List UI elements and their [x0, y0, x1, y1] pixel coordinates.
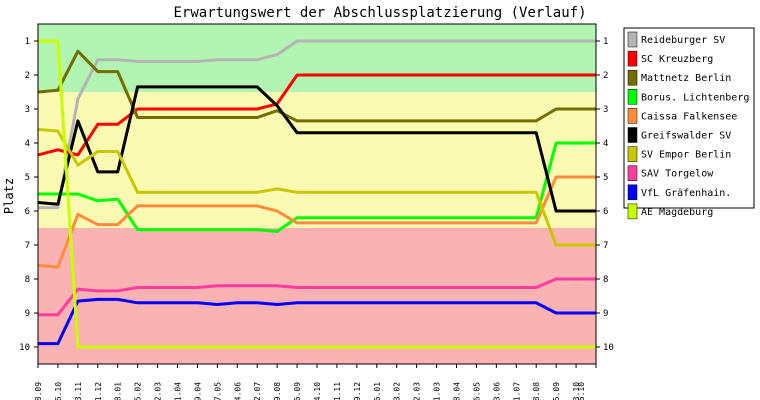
- x-tick-label: 18.08: [532, 382, 541, 400]
- y-tick-label-left: 5: [25, 173, 30, 183]
- legend-swatch: [627, 89, 638, 105]
- y-tick-label-left: 1: [25, 37, 30, 47]
- x-tick-label: 29.04: [193, 382, 202, 400]
- x-tick-label: 06.01: [373, 382, 382, 400]
- series-line-8: [38, 297, 596, 346]
- legend-swatch: [627, 50, 638, 67]
- x-axis: 18.09 16.10 13.11 11.12 08.01 05.02 02.03 01.04…: [34, 364, 597, 400]
- series-lines: [37, 39, 596, 349]
- x-tick-label: 24.06: [233, 382, 242, 400]
- y-tick-label-right: 6: [603, 207, 608, 217]
- y-tick-label-right: 2: [603, 71, 608, 81]
- legend-swatch: [627, 165, 638, 181]
- y-tick-label-right: 3: [603, 105, 608, 115]
- y-tick-label-right: 1: [603, 37, 608, 47]
- y-tick-label-right: 8: [603, 275, 608, 285]
- y-tick-label-left: 9: [25, 309, 30, 319]
- x-tick-label: 08.01: [114, 382, 123, 400]
- x-tick-label: 19.08: [273, 382, 282, 400]
- y-tick-label-right: 10: [603, 343, 614, 353]
- y-axis-title: Platz: [2, 178, 16, 214]
- x-tick-label: 01.04: [174, 382, 183, 400]
- legend-label: AE Magdeburg: [641, 207, 713, 218]
- legend-label: Mattnetz Berlin: [641, 73, 731, 84]
- legend-label: Greifswalder SV: [641, 131, 731, 142]
- legend-swatch: [627, 108, 638, 124]
- series-line-5: [37, 85, 596, 213]
- y-tick-label-left: 7: [25, 241, 30, 251]
- y-tick-label-right: 9: [603, 309, 608, 319]
- legend-swatch: [627, 31, 638, 48]
- legend-label: Caissa Falkensee: [641, 111, 737, 122]
- legend-swatch: [627, 203, 638, 220]
- legend-swatch: [627, 184, 638, 201]
- y-tick-label-right: 4: [603, 139, 608, 149]
- legend-label: SC Kreuzberg: [641, 54, 713, 65]
- y-tick-label-left: 3: [25, 105, 30, 115]
- x-tick-label: 02.03: [154, 382, 163, 400]
- legend-label: VfL Gräfenhain.: [641, 188, 731, 199]
- x-tick-label: 13.10: [572, 382, 581, 400]
- band-2: [38, 228, 596, 364]
- series-line-9: [38, 39, 596, 349]
- x-tick-label: 21.07: [512, 382, 521, 400]
- y-tick-label-left: 8: [25, 275, 30, 285]
- x-tick-label: 27.05: [213, 382, 222, 400]
- legend-swatch: [627, 127, 638, 143]
- chart-title: Erwartungswert der Abschlussplatzierung …: [173, 5, 586, 21]
- x-tick-label: 13.11: [74, 382, 83, 400]
- series-line-6: [37, 127, 596, 247]
- x-tick-label: 02.03: [413, 382, 422, 400]
- x-tick-label: 03.02: [393, 382, 402, 400]
- y-tick-label-left: 4: [25, 139, 30, 149]
- y-tick-label-left: 6: [25, 207, 30, 217]
- x-tick-label: 26.05: [472, 382, 481, 400]
- legend-swatch: [627, 146, 638, 162]
- legend-swatch: [627, 69, 638, 86]
- x-tick-label: 28.04: [453, 382, 462, 400]
- x-tick-label: 05.02: [134, 382, 143, 400]
- series-line-2: [37, 49, 596, 123]
- x-tick-label: 09.12: [353, 382, 362, 400]
- y-tick-label-right: 5: [603, 173, 608, 183]
- x-tick-label: 23.06: [492, 382, 501, 400]
- y-tick-label-right: 7: [603, 241, 608, 251]
- y-tick-label-left: 2: [25, 71, 30, 81]
- series-line-7: [38, 277, 596, 317]
- x-tick-label: 16.10: [577, 382, 586, 400]
- x-tick-label: 15.09: [552, 382, 561, 400]
- x-tick-label: 31.03: [433, 382, 442, 400]
- series-line-0: [38, 39, 596, 210]
- x-tick-label: 16.10: [54, 382, 63, 400]
- legend-label: Reideburger SV: [641, 35, 725, 46]
- x-tick-label: 22.07: [253, 382, 262, 400]
- x-tick-label: 11.11: [333, 382, 342, 400]
- x-tick-label: 11.12: [94, 382, 103, 400]
- series-line-3: [38, 141, 596, 233]
- legend-label: SAV Torgelow: [641, 169, 714, 180]
- x-tick-label: 18.09: [34, 382, 43, 400]
- legend-label: Borus. Lichtenberg: [641, 92, 749, 103]
- legend: Reideburger SV SC Kreuzberg Mattnetz Berli…: [623, 27, 755, 220]
- y-axis: 1 1 2 2 3 3 4 4 5 5 6 6 7 7 8 8 9 9 10 10: [19, 37, 614, 353]
- plot-frame: [37, 23, 597, 365]
- band-0: [38, 24, 596, 92]
- x-tick-label: 16.09: [293, 382, 302, 400]
- x-tick-label: 14.10: [313, 382, 322, 400]
- y-tick-label-left: 10: [19, 343, 30, 353]
- legend-box: [623, 27, 755, 209]
- series-line-4: [37, 175, 596, 269]
- legend-label: SV Empor Berlin: [641, 150, 731, 161]
